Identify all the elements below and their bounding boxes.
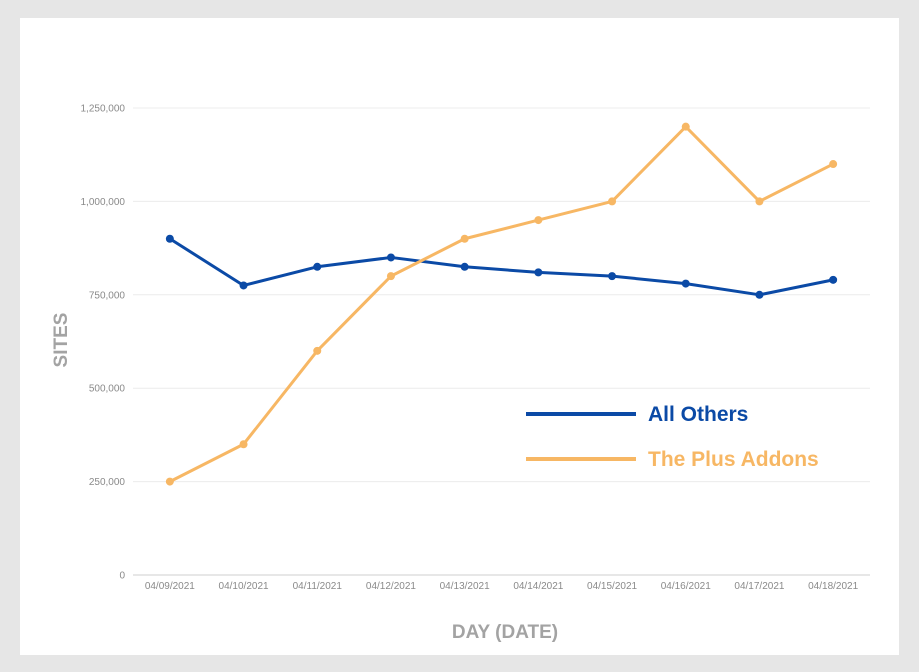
- x-tick-label: 04/10/2021: [219, 581, 269, 592]
- data-point: [386, 272, 395, 281]
- x-tick-label: 04/12/2021: [366, 581, 416, 592]
- x-tick-label: 04/13/2021: [440, 581, 490, 592]
- data-point: [829, 160, 838, 169]
- series-line-all-others: [168, 237, 835, 297]
- legend-label: All Others: [648, 403, 748, 426]
- x-tick-label: 04/16/2021: [661, 581, 711, 592]
- data-point: [239, 440, 248, 449]
- legend-label: The Plus Addons: [648, 448, 819, 471]
- data-point: [460, 262, 469, 271]
- data-point: [829, 275, 838, 284]
- data-point: [534, 216, 543, 225]
- y-tick-label: 1,000,000: [81, 197, 126, 208]
- y-tick-label: 250,000: [89, 477, 126, 488]
- data-point: [755, 197, 764, 206]
- data-point: [165, 234, 174, 243]
- x-tick-label: 04/14/2021: [513, 581, 563, 592]
- series-line-the-plus-addons: [168, 125, 835, 484]
- data-point: [313, 346, 322, 355]
- x-axis-title: DAY (DATE): [452, 622, 558, 643]
- x-tick-label: 04/11/2021: [293, 581, 343, 592]
- series-lines: [165, 122, 838, 486]
- x-tick-label: 04/17/2021: [734, 581, 784, 592]
- x-axis-ticks: 04/09/2021 04/10/2021 04/11/2021 04/12/2021…: [145, 581, 859, 592]
- data-point: [534, 268, 543, 277]
- data-point: [608, 272, 617, 281]
- legend: All Others The Plus Addons: [526, 403, 819, 471]
- chart-panel: [20, 18, 899, 655]
- data-point: [313, 262, 322, 271]
- y-tick-label: 500,000: [89, 384, 126, 395]
- y-tick-label: 1,250,000: [81, 104, 126, 115]
- gridlines: [133, 107, 870, 576]
- y-tick-label: 750,000: [89, 290, 126, 301]
- data-point: [165, 477, 174, 486]
- data-point: [460, 234, 469, 243]
- data-point: [608, 197, 617, 206]
- data-point: [239, 281, 248, 290]
- y-tick-label: 0: [119, 571, 125, 582]
- data-point: [755, 290, 764, 299]
- x-tick-label: 04/15/2021: [587, 581, 637, 592]
- data-point: [681, 122, 690, 131]
- x-tick-label: 04/09/2021: [145, 581, 195, 592]
- x-tick-label: 04/18/2021: [808, 581, 858, 592]
- data-point: [681, 279, 690, 288]
- y-axis-title: SITES: [51, 313, 72, 368]
- data-point: [386, 253, 395, 262]
- y-axis-ticks: 0 250,000 500,000 750,000 1,000,000 1,250,000: [81, 104, 126, 582]
